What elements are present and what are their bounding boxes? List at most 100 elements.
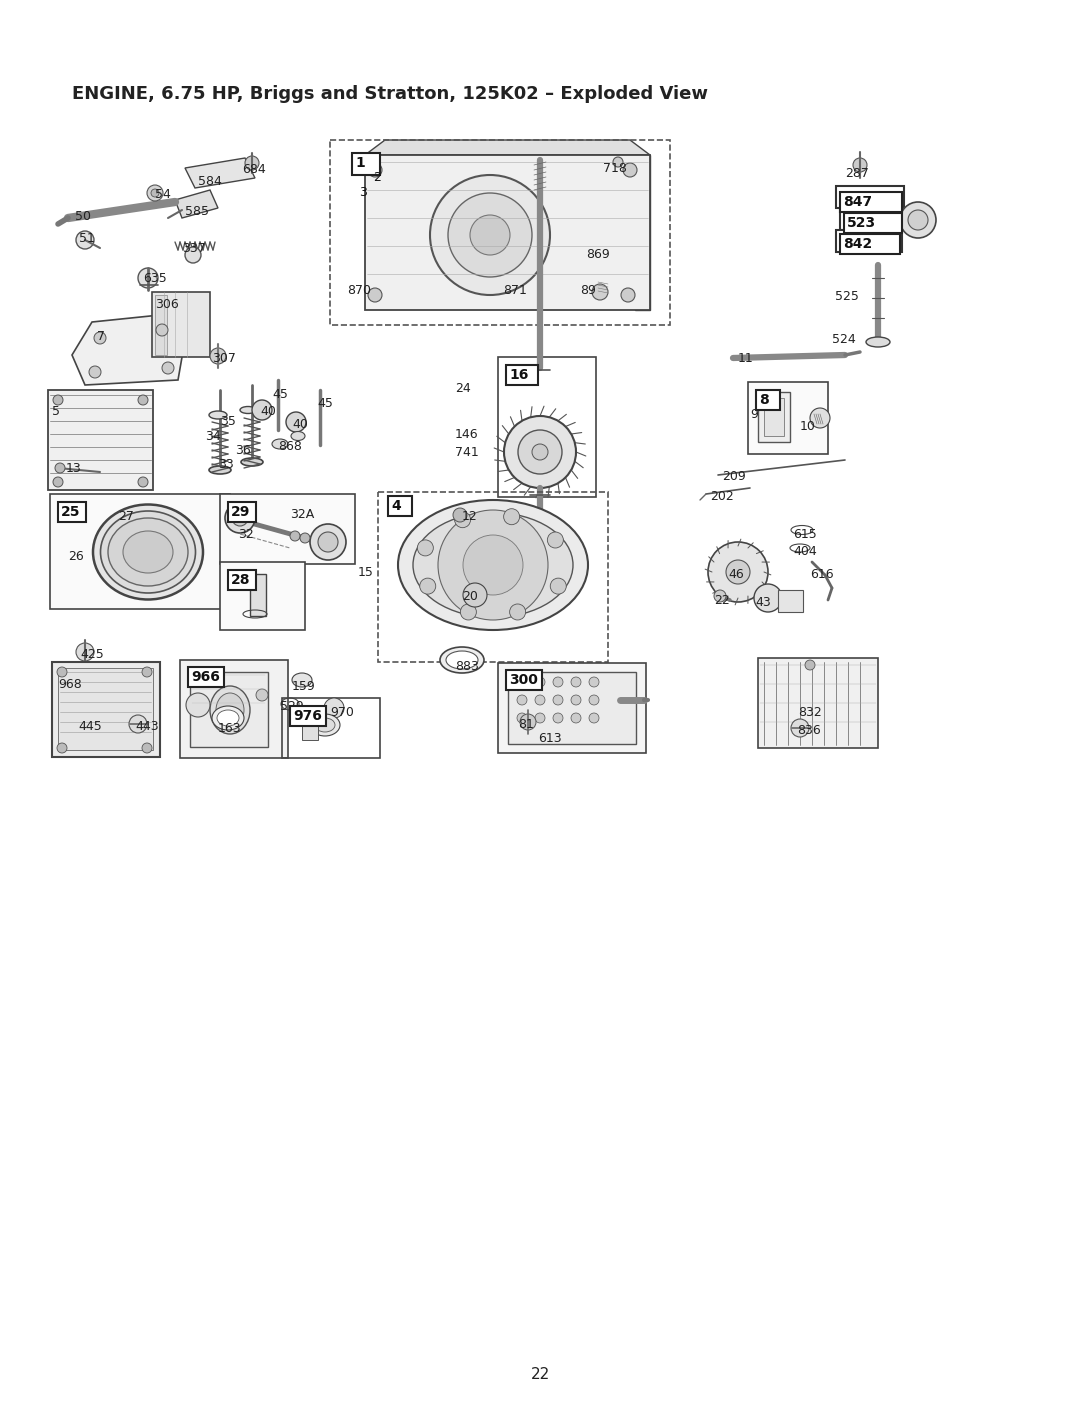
Text: 869: 869 — [586, 248, 610, 261]
Text: 615: 615 — [793, 529, 816, 541]
Circle shape — [256, 688, 268, 701]
Ellipse shape — [272, 439, 288, 449]
Circle shape — [535, 677, 545, 687]
Circle shape — [518, 430, 562, 474]
Circle shape — [853, 158, 867, 172]
Ellipse shape — [240, 407, 256, 414]
Circle shape — [55, 463, 65, 472]
Text: 445: 445 — [78, 721, 102, 733]
Circle shape — [76, 644, 94, 660]
Circle shape — [232, 510, 248, 526]
Circle shape — [463, 583, 487, 607]
Text: 404: 404 — [793, 545, 816, 558]
Text: 7: 7 — [97, 329, 105, 343]
Ellipse shape — [93, 505, 203, 600]
Circle shape — [589, 695, 599, 705]
Circle shape — [151, 189, 159, 198]
Circle shape — [138, 477, 148, 486]
Bar — [840, 234, 900, 254]
Circle shape — [53, 477, 63, 486]
Bar — [220, 494, 355, 564]
Circle shape — [417, 540, 433, 557]
Ellipse shape — [210, 465, 231, 474]
Bar — [498, 663, 646, 753]
Circle shape — [138, 268, 158, 287]
Circle shape — [553, 677, 563, 687]
Text: 22: 22 — [714, 594, 730, 607]
Text: 54: 54 — [156, 188, 171, 200]
Bar — [365, 156, 650, 310]
Circle shape — [714, 590, 726, 601]
Text: 337: 337 — [183, 243, 206, 255]
Text: 146: 146 — [455, 428, 478, 442]
Circle shape — [129, 715, 147, 733]
Circle shape — [368, 163, 382, 177]
Text: 425: 425 — [80, 648, 104, 660]
Bar — [302, 712, 318, 740]
Circle shape — [460, 604, 476, 620]
Bar — [498, 358, 596, 496]
Text: 871: 871 — [503, 285, 527, 297]
Ellipse shape — [241, 458, 264, 465]
Bar — [378, 492, 608, 662]
Text: 27: 27 — [228, 578, 244, 592]
Text: 9: 9 — [750, 408, 758, 421]
Bar — [58, 502, 86, 522]
Text: 22: 22 — [530, 1367, 550, 1382]
Text: 13: 13 — [66, 463, 82, 475]
Bar — [249, 573, 266, 615]
Circle shape — [162, 362, 174, 374]
Ellipse shape — [399, 501, 588, 629]
Text: 847: 847 — [843, 195, 873, 209]
Ellipse shape — [217, 709, 239, 726]
Circle shape — [553, 714, 563, 723]
Bar — [758, 393, 789, 442]
Circle shape — [517, 695, 527, 705]
Text: 32A: 32A — [291, 508, 314, 522]
Text: 45: 45 — [272, 388, 288, 401]
Text: 27: 27 — [118, 510, 134, 523]
Circle shape — [420, 578, 435, 594]
Circle shape — [310, 524, 346, 559]
Ellipse shape — [310, 714, 340, 736]
Ellipse shape — [292, 673, 312, 687]
Text: 443: 443 — [135, 721, 159, 733]
Circle shape — [621, 287, 635, 301]
Circle shape — [438, 510, 548, 620]
Text: 16: 16 — [509, 367, 528, 381]
Text: 40: 40 — [292, 418, 308, 430]
Circle shape — [147, 185, 163, 200]
Text: 306: 306 — [156, 299, 179, 311]
Text: 976: 976 — [293, 709, 322, 723]
Ellipse shape — [212, 707, 244, 730]
Text: 24: 24 — [455, 381, 471, 395]
Bar — [220, 562, 305, 629]
Circle shape — [503, 509, 519, 524]
Circle shape — [532, 444, 548, 460]
Circle shape — [324, 698, 345, 718]
Circle shape — [550, 578, 566, 594]
Text: 525: 525 — [835, 290, 859, 303]
Bar — [758, 658, 878, 749]
Circle shape — [613, 157, 623, 167]
Circle shape — [185, 247, 201, 264]
Text: 868: 868 — [278, 440, 302, 453]
Text: 10: 10 — [800, 421, 815, 433]
Text: ENGINE, 6.75 HP, Briggs and Stratton, 125K02 – Exploded View: ENGINE, 6.75 HP, Briggs and Stratton, 12… — [72, 86, 708, 102]
Text: 20: 20 — [462, 590, 477, 603]
Circle shape — [57, 667, 67, 677]
Circle shape — [519, 714, 536, 730]
Text: 970: 970 — [330, 707, 354, 719]
Circle shape — [810, 408, 831, 428]
Text: 46: 46 — [728, 568, 744, 580]
Ellipse shape — [100, 510, 195, 593]
Text: 2: 2 — [373, 171, 381, 184]
Circle shape — [535, 714, 545, 723]
Bar — [840, 207, 902, 230]
Circle shape — [156, 324, 168, 336]
Text: 883: 883 — [455, 660, 478, 673]
Text: 15: 15 — [357, 566, 374, 579]
Bar — [152, 292, 210, 358]
Bar — [48, 390, 153, 491]
Circle shape — [571, 714, 581, 723]
